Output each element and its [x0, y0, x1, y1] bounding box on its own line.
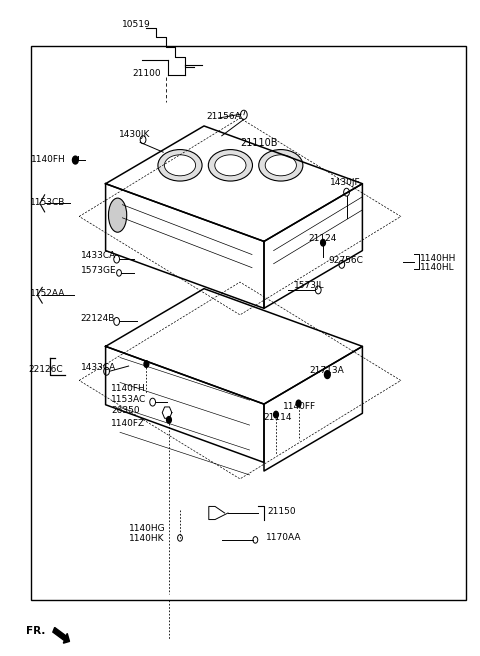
Text: 21156A: 21156A [206, 112, 241, 121]
Text: 1140FZ: 1140FZ [111, 419, 145, 428]
Text: 1573JL: 1573JL [294, 281, 324, 290]
Text: 10519: 10519 [122, 20, 151, 30]
FancyArrow shape [53, 627, 70, 643]
Ellipse shape [208, 150, 252, 181]
Circle shape [324, 371, 330, 379]
Circle shape [72, 156, 78, 164]
Text: 1153AC: 1153AC [111, 395, 146, 404]
Ellipse shape [265, 155, 296, 176]
Bar [31, 46, 466, 600]
Text: 1140HK: 1140HK [129, 534, 164, 543]
Ellipse shape [108, 198, 127, 232]
Text: 21150: 21150 [268, 507, 297, 516]
Text: 1152AA: 1152AA [30, 289, 65, 298]
Text: 1140HL: 1140HL [420, 263, 455, 272]
Text: 1153CB: 1153CB [30, 197, 65, 207]
Text: 1430JK: 1430JK [119, 130, 150, 139]
Text: 22126C: 22126C [29, 365, 63, 374]
Ellipse shape [158, 150, 202, 181]
Ellipse shape [259, 150, 303, 181]
Ellipse shape [164, 155, 196, 176]
Text: 21114: 21114 [263, 413, 291, 422]
Text: 21100: 21100 [132, 69, 161, 78]
Circle shape [144, 361, 149, 367]
Text: 1140FF: 1140FF [283, 402, 316, 411]
Text: 1430JF: 1430JF [330, 178, 361, 187]
Circle shape [167, 417, 171, 423]
Text: 22124B: 22124B [81, 314, 115, 323]
Text: 1140FH: 1140FH [111, 384, 146, 393]
Circle shape [321, 239, 325, 246]
Text: 1140HH: 1140HH [420, 254, 456, 263]
Text: 21124: 21124 [309, 234, 337, 243]
Text: 1433CA: 1433CA [81, 363, 116, 372]
Text: 1140HG: 1140HG [129, 523, 165, 533]
Text: 92756C: 92756C [328, 256, 363, 265]
Text: 26350: 26350 [111, 406, 140, 415]
Circle shape [274, 411, 278, 418]
Text: 1433CA: 1433CA [81, 251, 116, 260]
Text: 1140FH: 1140FH [31, 155, 66, 164]
Text: 21713A: 21713A [310, 366, 344, 375]
Ellipse shape [215, 155, 246, 176]
Circle shape [296, 400, 301, 407]
Text: 21110B: 21110B [240, 138, 277, 148]
Text: FR.: FR. [26, 626, 46, 636]
Text: 1170AA: 1170AA [266, 533, 302, 543]
Text: 1573GE: 1573GE [81, 266, 116, 275]
